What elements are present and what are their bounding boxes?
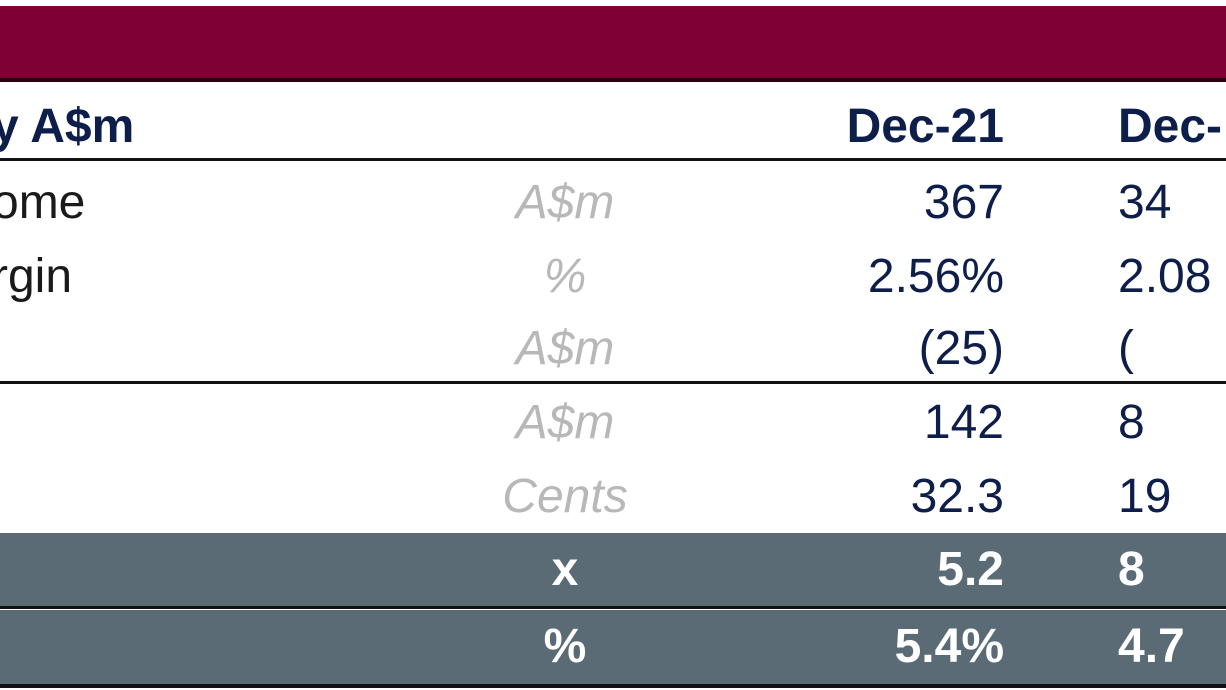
row-col1: 5.2	[937, 543, 1004, 596]
row-unit: %	[543, 620, 587, 673]
table-row: A$m 142 8	[0, 386, 1226, 460]
row-unit: A$m	[515, 176, 615, 229]
table-row: rgin % 2.56% 2.08	[0, 240, 1226, 314]
row-col1: 32.3	[910, 470, 1004, 523]
header-divider	[0, 158, 1226, 161]
row-label: rgin	[0, 250, 73, 303]
header-col1: Dec-21	[846, 100, 1004, 153]
row-col1: 367	[923, 176, 1004, 229]
row-unit: Cents	[502, 470, 628, 523]
table-bottom-border	[0, 684, 1226, 688]
row-col1: 2.56%	[867, 250, 1004, 303]
highlight-row: x 5.2 8	[0, 533, 1226, 607]
row-col2: 2.08	[1118, 250, 1212, 303]
row-label: ome	[0, 176, 86, 229]
table-row: ome A$m 367 34	[0, 166, 1226, 240]
row-col2: 34	[1118, 176, 1172, 229]
table-row: A$m (25) (	[0, 312, 1226, 386]
table-title-banner	[0, 6, 1226, 82]
row-col2: 8	[1118, 543, 1145, 596]
table-row: Cents 32.3 19	[0, 460, 1226, 534]
row-unit: x	[551, 543, 579, 596]
highlight-divider	[0, 606, 1226, 609]
row-unit: A$m	[515, 322, 615, 375]
row-col2: (	[1118, 322, 1134, 375]
row-col1: 142	[923, 396, 1004, 449]
header-label: y A$m	[0, 100, 135, 153]
row-col1: 5.4%	[894, 620, 1004, 673]
row-col2: 19	[1118, 470, 1172, 523]
row-col1: (25)	[918, 322, 1004, 375]
section-divider	[0, 381, 1226, 384]
row-col2: 8	[1118, 396, 1145, 449]
row-col2: 4.7	[1118, 620, 1185, 673]
header-col2: Dec-	[1118, 100, 1223, 153]
row-unit: %	[543, 250, 587, 303]
row-unit: A$m	[515, 396, 615, 449]
highlight-row: % 5.4% 4.7	[0, 610, 1226, 684]
table-header-row: y A$m Dec-21 Dec-	[0, 90, 1226, 164]
